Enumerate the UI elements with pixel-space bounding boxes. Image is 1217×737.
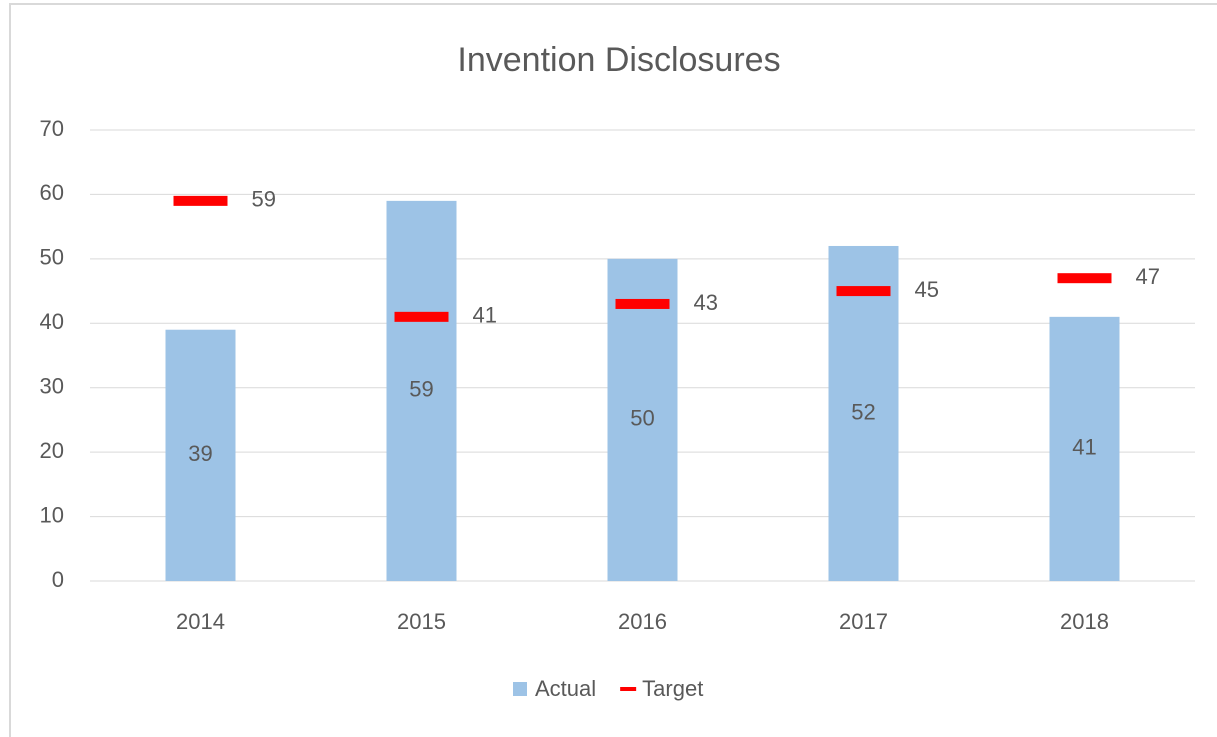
bar: [1049, 316, 1120, 581]
legend-swatch: [620, 687, 637, 691]
target-marker: [173, 195, 228, 206]
data-label: 50: [630, 406, 654, 431]
x-tick-label: 2014: [176, 609, 225, 634]
chart-title: Invention Disclosures: [457, 41, 780, 79]
legend-swatch: [513, 682, 527, 696]
legend-label: Target: [642, 676, 703, 701]
x-tick-label: 2018: [1060, 609, 1109, 634]
data-label: 41: [1072, 435, 1096, 460]
y-tick-label: 20: [40, 438, 64, 463]
y-tick-label: 50: [40, 245, 64, 270]
bar: [607, 258, 678, 581]
y-tick-label: 30: [40, 374, 64, 399]
data-label: 39: [188, 441, 212, 466]
data-label: 41: [473, 303, 497, 328]
legend-label: Actual: [535, 676, 596, 701]
x-tick-label: 2017: [839, 609, 888, 634]
target-marker: [836, 286, 891, 297]
target-marker: [615, 298, 670, 309]
y-tick-label: 0: [52, 567, 64, 592]
x-tick-label: 2016: [618, 609, 667, 634]
data-label: 47: [1136, 264, 1160, 289]
target-marker: [1057, 273, 1112, 284]
bar: [386, 200, 457, 581]
y-tick-label: 70: [40, 116, 64, 141]
data-label: 59: [252, 187, 276, 212]
target-marker: [394, 311, 449, 322]
x-tick-label: 2015: [397, 609, 446, 634]
y-tick-label: 40: [40, 309, 64, 334]
bar: [165, 329, 236, 581]
data-label: 52: [851, 399, 875, 424]
bar: [828, 245, 899, 581]
y-tick-label: 60: [40, 180, 64, 205]
data-label: 45: [915, 277, 939, 302]
data-label: 59: [409, 377, 433, 402]
data-label: 43: [694, 290, 718, 315]
y-tick-label: 10: [40, 502, 64, 527]
